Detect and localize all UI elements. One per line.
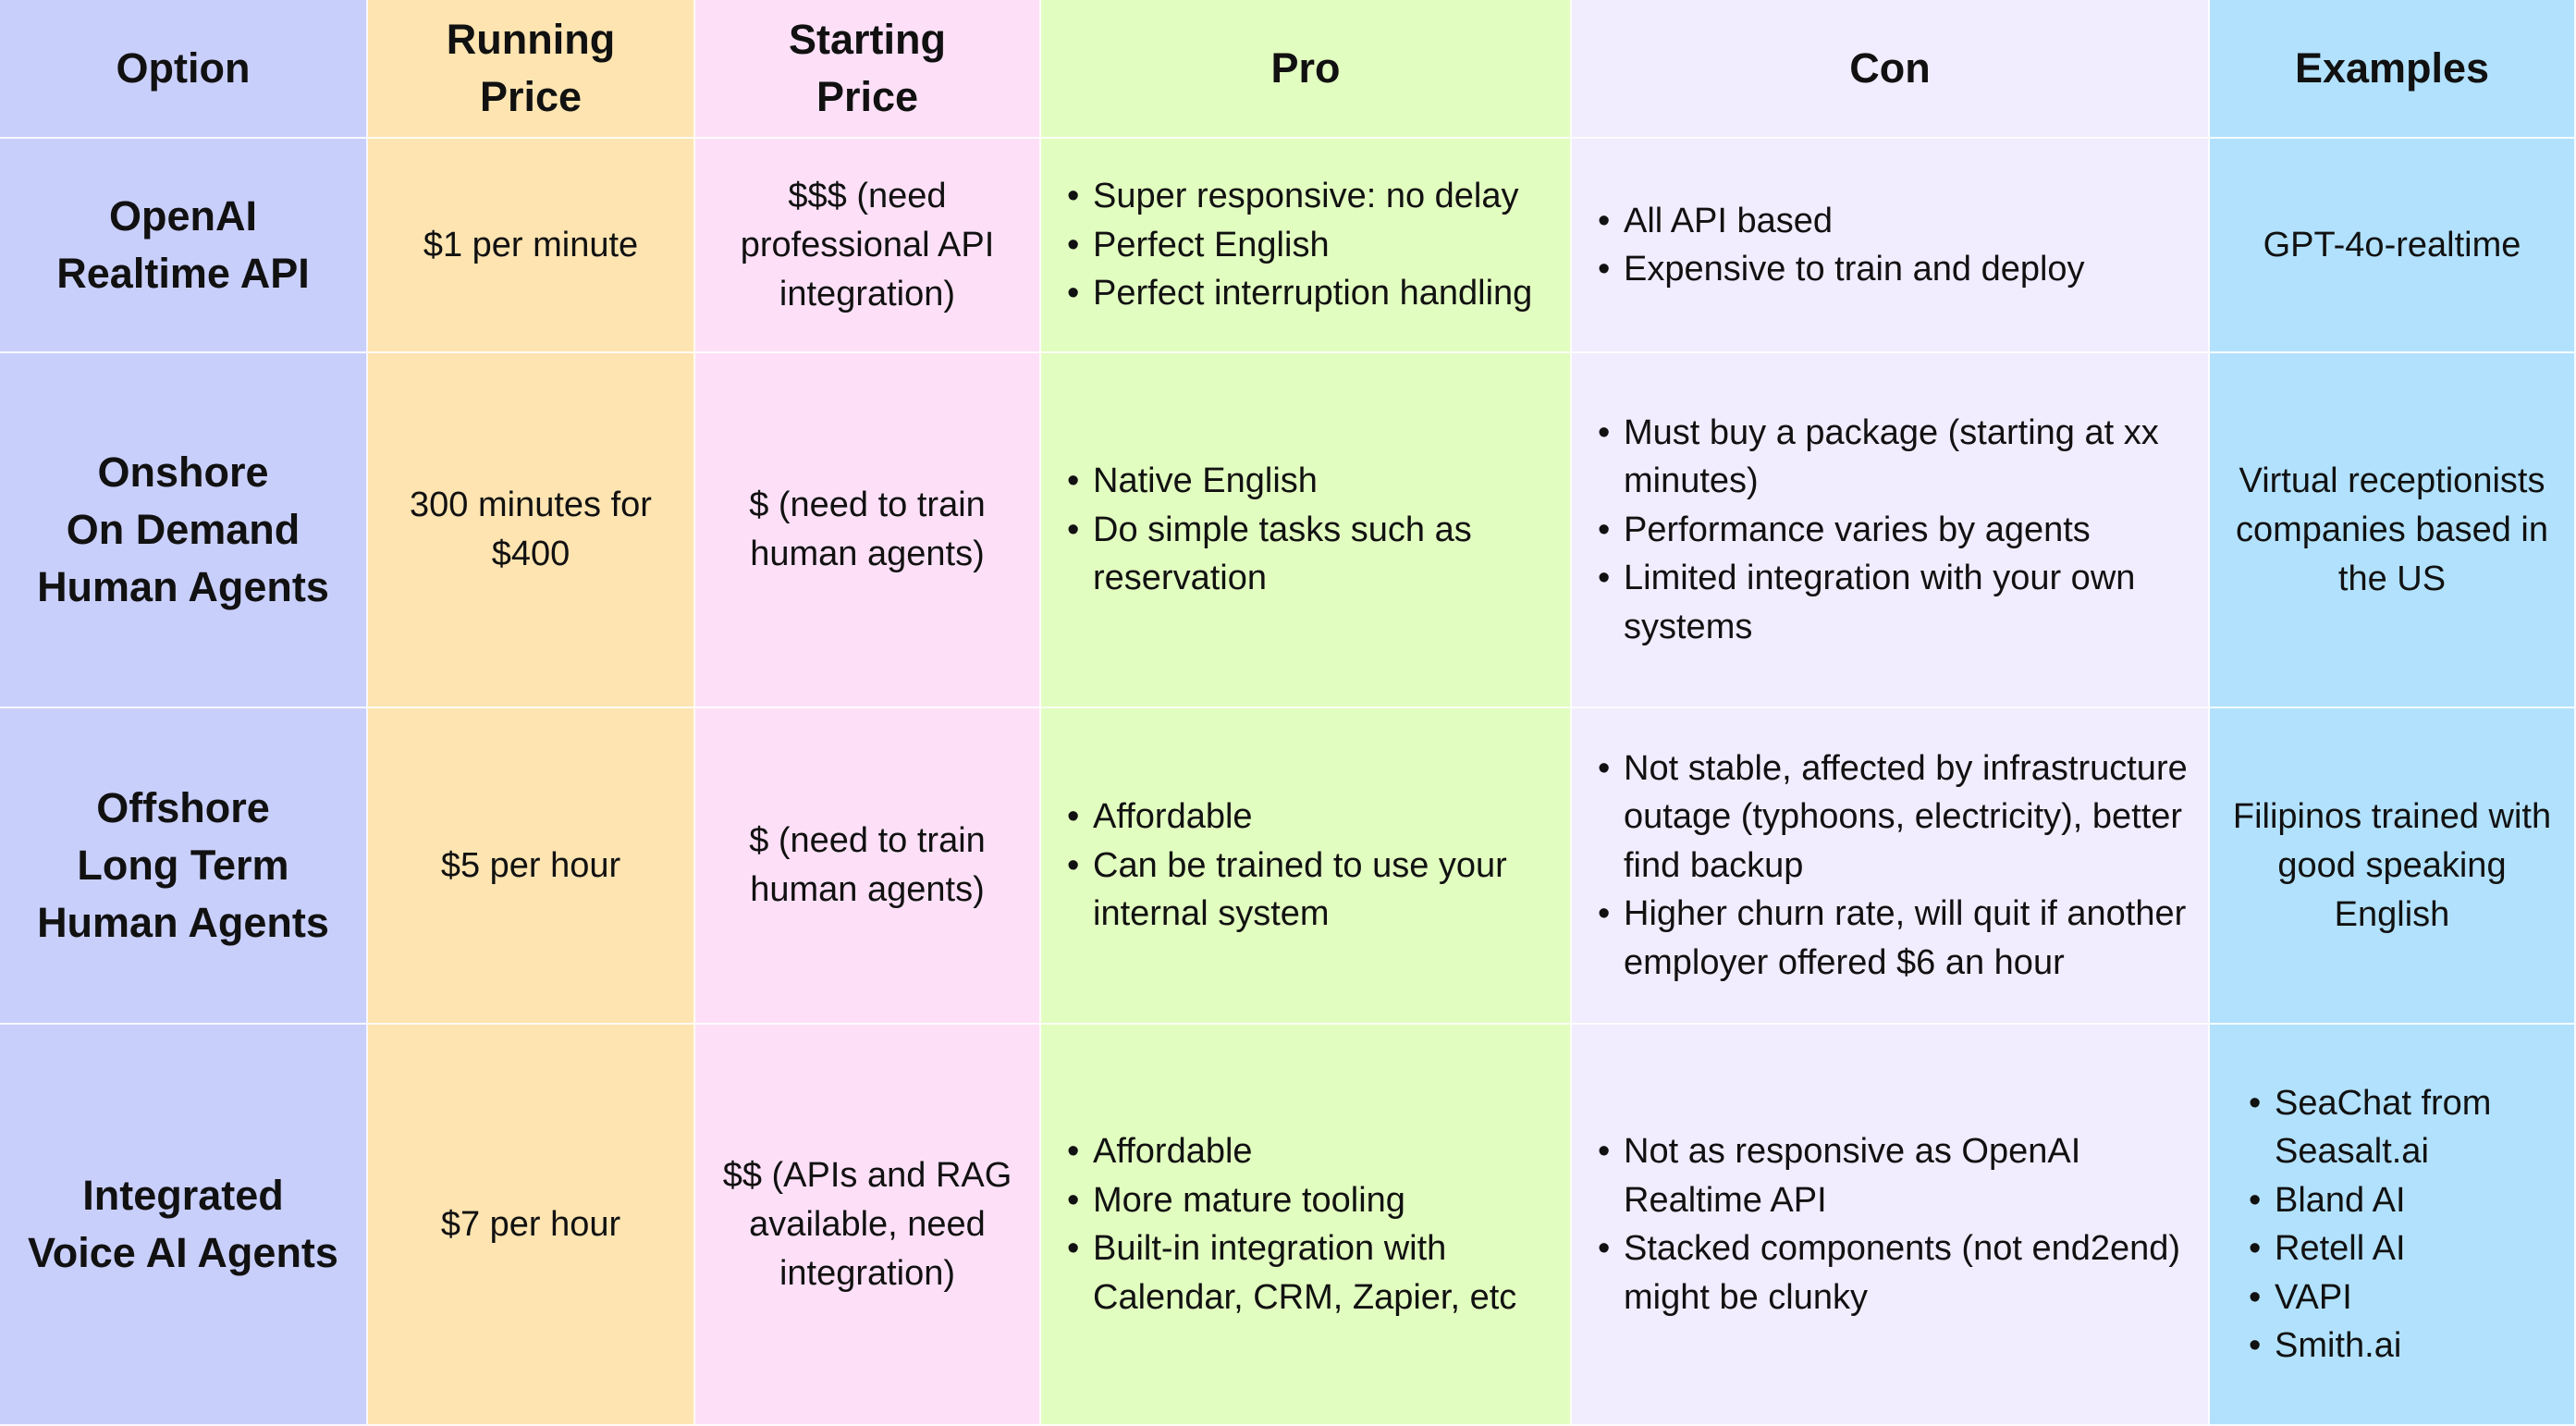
row-3-running-price-cell: $5 per hour <box>368 708 695 1025</box>
header-examples: Examples <box>2210 0 2576 139</box>
header-label: Starting Price <box>788 16 946 120</box>
option-name: Offshore Long Term Human Agents <box>37 784 329 946</box>
running-price: 300 minutes for $400 <box>410 486 652 573</box>
header-pro: Pro <box>1041 0 1572 139</box>
con-list: Not as responsive as OpenAI Realtime API… <box>1598 1127 2195 1322</box>
row-1-con-cell: All API basedExpensive to train and depl… <box>1572 139 2210 353</box>
con-item: Not as responsive as OpenAI Realtime API <box>1598 1127 2195 1224</box>
starting-price: $$ (APIs and RAG available, need integrati… <box>722 1155 1012 1293</box>
row-1-running-price-cell: $1 per minute <box>368 139 695 353</box>
pro-item: Perfect interruption handling <box>1067 269 1532 318</box>
header-label: Con <box>1849 44 1931 92</box>
header-starting-price: Starting Price <box>695 0 1041 139</box>
header-label: Option <box>116 44 251 92</box>
pro-item: Can be trained to use your internal syst… <box>1067 842 1557 939</box>
option-name: OpenAI Realtime API <box>56 192 310 297</box>
row-4-pro-cell: AffordableMore mature toolingBuilt-in in… <box>1041 1025 1572 1426</box>
row-4-option-cell: Integrated Voice AI Agents <box>0 1025 368 1426</box>
pro-item: More mature tooling <box>1067 1176 1557 1225</box>
header-option: Option <box>0 0 368 139</box>
header-con: Con <box>1572 0 2210 139</box>
row-2-examples-cell: Virtual receptionists companies based in t… <box>2210 353 2576 708</box>
header-label: Pro <box>1270 44 1341 92</box>
row-2-running-price-cell: 300 minutes for $400 <box>368 353 695 708</box>
starting-price: $ (need to train human agents) <box>749 486 986 573</box>
pro-item: Affordable <box>1067 1127 1557 1176</box>
con-item: Not stable, affected by infrastructure o… <box>1598 744 2195 891</box>
header-running-price: Running Price <box>368 0 695 139</box>
pro-item: Perfect English <box>1067 221 1532 270</box>
pro-item: Native English <box>1067 457 1557 506</box>
row-4-starting-price-cell: $$ (APIs and RAG available, need integrati… <box>695 1025 1041 1426</box>
con-item: Must buy a package (starting at xx minut… <box>1598 409 2195 506</box>
row-4-examples-cell: SeaChat from Seasalt.aiBland AIRetell AI… <box>2210 1025 2576 1426</box>
row-1-examples-cell: GPT-4o-realtime <box>2210 139 2576 353</box>
option-name: Onshore On Demand Human Agents <box>37 449 329 610</box>
example-item: Retell AI <box>2249 1224 2561 1273</box>
pro-item: Do simple tasks such as reservation <box>1067 506 1557 603</box>
row-3-starting-price-cell: $ (need to train human agents) <box>695 708 1041 1025</box>
starting-price: $$$ (need professional API integration) <box>740 176 995 313</box>
con-item: Limited integration with your own system… <box>1598 554 2195 651</box>
row-1-option-cell: OpenAI Realtime API <box>0 139 368 353</box>
starting-price: $ (need to train human agents) <box>749 821 986 909</box>
con-list: Not stable, affected by infrastructure o… <box>1598 744 2195 988</box>
example-text: GPT-4o-realtime <box>2263 225 2521 264</box>
con-list: Must buy a package (starting at xx minut… <box>1598 409 2195 652</box>
row-3-option-cell: Offshore Long Term Human Agents <box>0 708 368 1025</box>
pro-item: Affordable <box>1067 793 1557 842</box>
example-text: Filipinos trained with good speaking Engli… <box>2232 796 2552 934</box>
example-list: SeaChat from Seasalt.aiBland AIRetell AI… <box>2249 1079 2561 1371</box>
con-item: Performance varies by agents <box>1598 506 2195 555</box>
row-2-option-cell: Onshore On Demand Human Agents <box>0 353 368 708</box>
pro-list: Native EnglishDo simple tasks such as re… <box>1067 457 1557 603</box>
example-item: VAPI <box>2249 1273 2561 1322</box>
row-2-starting-price-cell: $ (need to train human agents) <box>695 353 1041 708</box>
row-3-examples-cell: Filipinos trained with good speaking Engli… <box>2210 708 2576 1025</box>
example-item: Bland AI <box>2249 1176 2561 1225</box>
header-label: Running Price <box>446 16 616 120</box>
con-item: All API based <box>1598 197 2085 246</box>
running-price: $1 per minute <box>423 225 639 264</box>
example-text: Virtual receptionists companies based in t… <box>2236 461 2548 598</box>
con-item: Expensive to train and deploy <box>1598 245 2085 294</box>
row-4-con-cell: Not as responsive as OpenAI Realtime API… <box>1572 1025 2210 1426</box>
pro-list: AffordableCan be trained to use your int… <box>1067 793 1557 939</box>
example-item: Smith.ai <box>2249 1322 2561 1371</box>
example-item: SeaChat from Seasalt.ai <box>2249 1079 2561 1176</box>
header-label: Examples <box>2294 44 2490 92</box>
row-4-running-price-cell: $7 per hour <box>368 1025 695 1426</box>
con-item: Higher churn rate, will quit if another … <box>1598 890 2195 987</box>
pro-list: Super responsive: no delayPerfect Englis… <box>1067 172 1532 318</box>
con-item: Stacked components (not end2end) might b… <box>1598 1224 2195 1322</box>
row-2-pro-cell: Native EnglishDo simple tasks such as re… <box>1041 353 1572 708</box>
row-2-con-cell: Must buy a package (starting at xx minut… <box>1572 353 2210 708</box>
row-3-pro-cell: AffordableCan be trained to use your int… <box>1041 708 1572 1025</box>
row-1-starting-price-cell: $$$ (need professional API integration) <box>695 139 1041 353</box>
running-price: $5 per hour <box>440 845 621 885</box>
pro-item: Built-in integration with Calendar, CRM,… <box>1067 1224 1557 1322</box>
row-3-con-cell: Not stable, affected by infrastructure o… <box>1572 708 2210 1025</box>
pro-item: Super responsive: no delay <box>1067 172 1532 221</box>
row-1-pro-cell: Super responsive: no delayPerfect Englis… <box>1041 139 1572 353</box>
pro-list: AffordableMore mature toolingBuilt-in in… <box>1067 1127 1557 1322</box>
running-price: $7 per hour <box>440 1204 621 1244</box>
option-name: Integrated Voice AI Agents <box>28 1172 338 1276</box>
con-list: All API basedExpensive to train and depl… <box>1598 197 2085 294</box>
